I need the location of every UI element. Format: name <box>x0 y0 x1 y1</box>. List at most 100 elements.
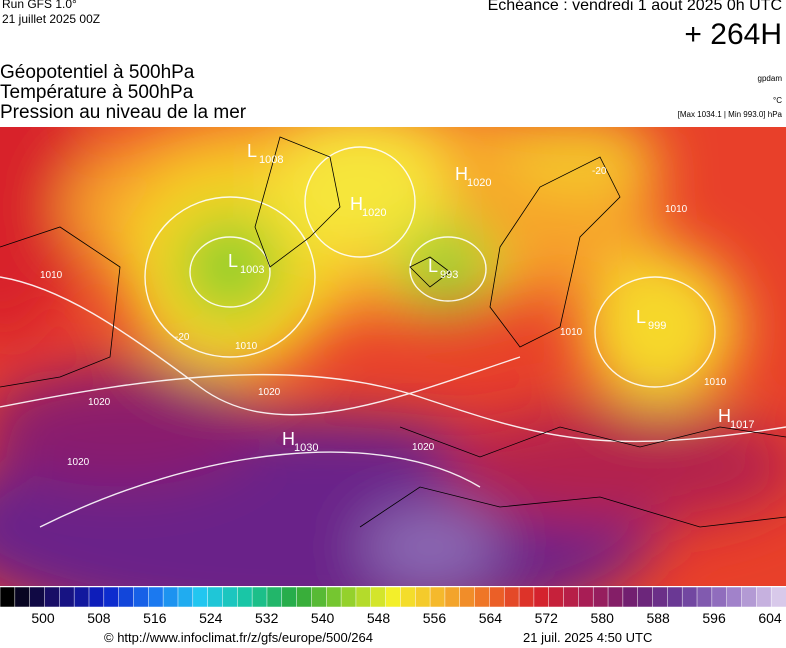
colorbar-label: 580 <box>590 610 614 626</box>
colorbar-label: 524 <box>199 610 223 626</box>
unit: gpdam <box>757 74 782 83</box>
color-swatch <box>59 587 75 607</box>
color-swatch <box>414 587 431 607</box>
colorbar-label: 588 <box>646 610 670 626</box>
color-swatch <box>400 587 416 607</box>
color-swatch <box>118 587 135 607</box>
colorbar-label: 516 <box>143 610 167 626</box>
color-swatch <box>355 587 372 607</box>
color-swatch <box>29 587 46 607</box>
colorbar-label: 556 <box>422 610 447 626</box>
color-swatch <box>326 587 342 607</box>
center-kind: L <box>228 251 238 271</box>
colorbar-label: 540 <box>310 610 335 626</box>
color-swatch <box>726 587 743 607</box>
color-swatch <box>44 587 61 607</box>
color-swatch <box>192 587 209 607</box>
unit: °C <box>773 96 782 105</box>
run-date: 21 juillet 2025 00Z <box>2 12 101 26</box>
color-swatch <box>73 587 90 607</box>
center-value: 1020 <box>467 177 491 189</box>
isobar-label: 1010 <box>560 327 583 338</box>
generated: 21 juil. 2025 4:50 UTC <box>523 630 653 645</box>
color-swatch <box>741 587 758 607</box>
center-kind: L <box>428 256 438 276</box>
center-value: 1030 <box>294 442 318 454</box>
isobar-label: 1020 <box>412 442 435 453</box>
colorbar-label: 564 <box>478 610 503 626</box>
field: Géopotentiel à 500hPa <box>0 62 195 83</box>
center-value: 1003 <box>240 264 264 276</box>
center-value: 1017 <box>730 419 754 431</box>
center-kind: H <box>282 429 295 449</box>
colorbar-label: 500 <box>31 610 55 626</box>
color-swatch <box>266 587 283 607</box>
center-kind: L <box>636 307 646 327</box>
color-swatch <box>162 587 179 607</box>
color-swatch <box>563 587 580 607</box>
color-swatch <box>177 587 194 607</box>
color-swatch <box>148 587 164 607</box>
run: Run GFS 1.0° <box>2 0 77 11</box>
color-swatch <box>281 587 298 607</box>
color-swatch <box>533 587 550 607</box>
isobar-label: 1020 <box>258 387 281 398</box>
color-swatch <box>592 587 609 607</box>
center-value: 1008 <box>259 154 283 166</box>
isobar-label: -20 <box>592 166 607 177</box>
color-swatch <box>770 587 786 607</box>
colorbar <box>0 587 786 607</box>
color-swatch <box>459 587 476 607</box>
color-swatch <box>88 587 105 607</box>
center-kind: H <box>718 406 731 426</box>
color-swatch <box>622 587 639 607</box>
color-swatch <box>296 587 313 607</box>
isobar-label: 1010 <box>40 270 63 281</box>
center-value: 993 <box>440 269 458 281</box>
valid-time: Echéance : vendredi 1 aout 2025 0h UTC <box>487 0 782 14</box>
field: Température à 500hPa <box>0 82 194 103</box>
color-swatch <box>370 587 387 607</box>
color-swatch <box>237 587 253 607</box>
color-swatch <box>311 587 328 607</box>
color-swatch <box>578 587 594 607</box>
color-swatch <box>696 587 713 607</box>
center-kind: H <box>455 164 468 184</box>
color-swatch <box>756 587 772 607</box>
center-value: 1020 <box>362 207 386 219</box>
color-swatch <box>133 587 150 607</box>
color-swatch <box>518 587 535 607</box>
colorbar-label: 508 <box>87 610 111 626</box>
colorbar-label: 604 <box>758 610 782 626</box>
center-kind: L <box>247 141 257 161</box>
color-swatch <box>667 587 683 607</box>
color-swatch <box>681 587 698 607</box>
colorbar-label: 548 <box>366 610 391 626</box>
field: Pression au niveau de la mer <box>0 102 247 123</box>
color-swatch <box>637 587 654 607</box>
color-swatch <box>503 587 520 607</box>
colorbar-label: 532 <box>255 610 279 626</box>
color-swatch <box>474 587 491 607</box>
colorbar-label: 572 <box>534 610 558 626</box>
isobar-label: 1020 <box>67 457 90 468</box>
isobar-label: 1010 <box>235 341 258 352</box>
color-swatch <box>489 587 505 607</box>
color-swatch <box>207 587 224 607</box>
color-swatch <box>444 587 461 607</box>
source: © http://www.infoclimat.fr/z/gfs/europe/… <box>104 630 373 645</box>
color-swatch <box>251 587 268 607</box>
color-swatch <box>340 587 357 607</box>
extremes: [Max 1034.1 | Min 993.0] hPa <box>677 110 782 119</box>
color-swatch <box>385 587 402 607</box>
color-swatch <box>429 587 446 607</box>
color-swatch <box>711 587 728 607</box>
color-swatch <box>14 587 31 607</box>
lead-time: + 264H <box>684 18 782 51</box>
isobar-label: 1010 <box>704 377 727 388</box>
color-swatch <box>222 587 239 607</box>
color-swatch <box>103 587 120 607</box>
center-value: 999 <box>648 320 666 332</box>
